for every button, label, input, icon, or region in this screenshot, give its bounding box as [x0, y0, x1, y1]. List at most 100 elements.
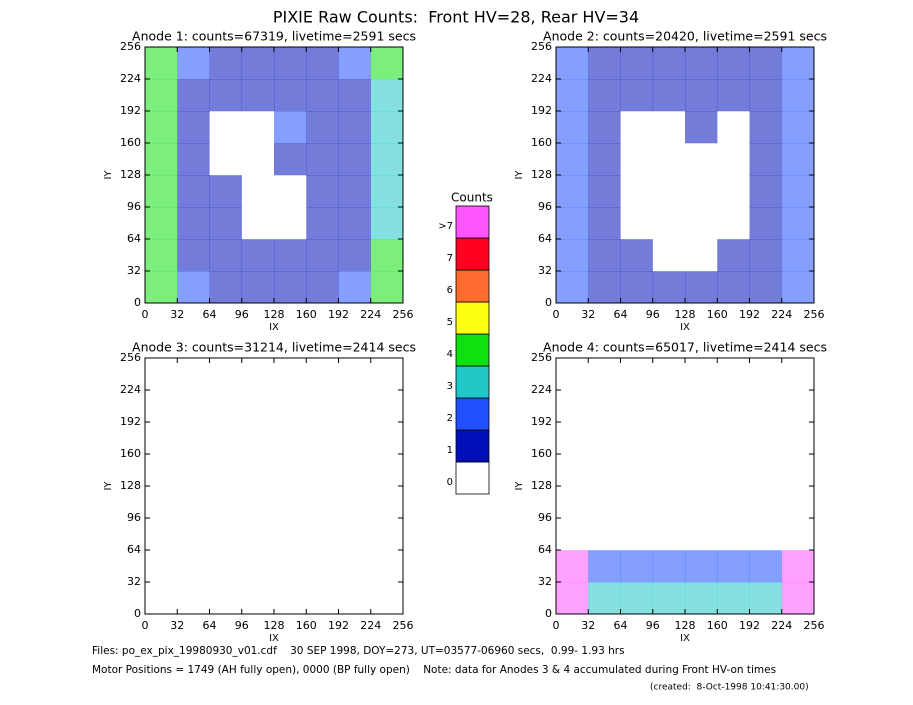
- heatmap-cell: [717, 454, 750, 487]
- heatmap-cell: [338, 239, 372, 272]
- panel-title: Anode 3: counts=31214, livetime=2414 sec…: [132, 340, 416, 355]
- heatmap-cell: [588, 143, 621, 176]
- y-tick-label: 0: [545, 296, 552, 309]
- colorbar-swatch: [455, 397, 490, 431]
- figure-title: PIXIE Raw Counts: Front HV=28, Rear HV=3…: [273, 8, 639, 27]
- y-tick-label: 96: [538, 200, 552, 213]
- heatmap-cell: [177, 390, 210, 423]
- colorbar-swatch: [455, 333, 490, 367]
- x-tick-label: 160: [707, 619, 728, 632]
- heatmap-cell: [338, 390, 372, 423]
- heatmap-cell: [588, 390, 621, 423]
- y-tick-label: 32: [538, 264, 552, 277]
- x-tick-label: 64: [614, 619, 628, 632]
- heatmap-cell: [145, 143, 178, 176]
- heatmap-cell: [306, 550, 339, 583]
- heatmap-cell: [338, 422, 372, 455]
- colorbar-label: 0: [447, 477, 453, 488]
- heatmap-cell: [781, 390, 815, 423]
- y-tick-label: 64: [538, 232, 552, 245]
- y-tick-label: 192: [120, 415, 141, 428]
- heatmap-cell: [556, 486, 589, 519]
- heatmap-cell: [717, 582, 750, 615]
- x-tick-label: 64: [203, 308, 217, 321]
- heatmap-cell: [620, 47, 654, 80]
- heatmap-cell: [781, 47, 815, 80]
- heatmap-cell: [241, 271, 275, 304]
- heatmap-cell: [652, 518, 686, 551]
- heatmap-cell: [749, 175, 783, 208]
- heatmap-cell: [717, 518, 750, 551]
- heatmap-cell: [274, 143, 307, 176]
- heatmap-cell: [370, 550, 404, 583]
- heatmap-cell: [781, 79, 815, 112]
- heatmap-cell: [209, 111, 243, 144]
- heatmap-cell: [685, 390, 718, 423]
- heatmap-cell: [556, 207, 589, 240]
- x-tick-label: 256: [804, 308, 825, 321]
- heatmap-cell: [556, 143, 589, 176]
- y-tick-label: 32: [538, 575, 552, 588]
- heatmap-cell: [177, 143, 210, 176]
- x-tick-label: 96: [646, 308, 660, 321]
- heatmap-cell: [652, 358, 686, 391]
- heatmap-cell: [338, 271, 372, 304]
- heatmap-cell: [556, 47, 589, 80]
- heatmap-cell: [145, 271, 178, 304]
- heatmap-cell: [177, 271, 210, 304]
- heatmap-cell: [177, 422, 210, 455]
- heatmap-cell: [177, 550, 210, 583]
- x-tick-label: 160: [296, 619, 317, 632]
- heatmap-cell: [652, 271, 686, 304]
- y-axis-label: IY: [103, 170, 114, 180]
- heatmap-cell: [274, 582, 307, 615]
- x-tick-label: 224: [771, 308, 792, 321]
- colorbar-swatch: [455, 429, 490, 463]
- heatmap-cell: [177, 582, 210, 615]
- heatmap-cell: [652, 239, 686, 272]
- heatmap-cell: [145, 239, 178, 272]
- heatmap-cell: [209, 390, 243, 423]
- heatmap-cell: [620, 422, 654, 455]
- heatmap-cell: [338, 518, 372, 551]
- heatmap-cell: [241, 518, 275, 551]
- colorbar-swatch: [455, 205, 490, 239]
- heatmap-cell: [370, 239, 404, 272]
- heatmap-cell: [370, 518, 404, 551]
- heatmap-cell: [781, 111, 815, 144]
- heatmap-cell: [652, 582, 686, 615]
- heatmap-cell: [685, 582, 718, 615]
- heatmap-cell: [652, 486, 686, 519]
- heatmap-cell: [241, 390, 275, 423]
- heatmap-cell: [145, 486, 178, 519]
- heatmap-cell: [177, 358, 210, 391]
- y-tick-label: 64: [538, 543, 552, 556]
- heatmap-cell: [749, 582, 783, 615]
- colorbar-swatch: [455, 301, 490, 335]
- heatmap-cell: [781, 486, 815, 519]
- heatmap-cell: [370, 358, 404, 391]
- heatmap-cell: [209, 454, 243, 487]
- heatmap-cell: [781, 207, 815, 240]
- heatmap-cell: [781, 422, 815, 455]
- heatmap-cell: [274, 207, 307, 240]
- heatmap-cell: [781, 143, 815, 176]
- heatmap-cell: [620, 486, 654, 519]
- heatmap-cell: [241, 486, 275, 519]
- heatmap-cell: [717, 422, 750, 455]
- y-tick-label: 256: [120, 351, 141, 364]
- heatmap-cell: [588, 486, 621, 519]
- heatmap-cell: [370, 175, 404, 208]
- heatmap-cell: [685, 111, 718, 144]
- heatmap-cell: [177, 207, 210, 240]
- heatmap-cell: [145, 390, 178, 423]
- heatmap-cell: [588, 239, 621, 272]
- heatmap-cell: [685, 143, 718, 176]
- x-axis-label: IX: [269, 322, 279, 333]
- heatmap-cell: [717, 486, 750, 519]
- heatmap-cell: [241, 582, 275, 615]
- x-tick-label: 160: [296, 308, 317, 321]
- heatmap-cell: [241, 358, 275, 391]
- heatmap-cell: [274, 271, 307, 304]
- heatmap-cell: [274, 422, 307, 455]
